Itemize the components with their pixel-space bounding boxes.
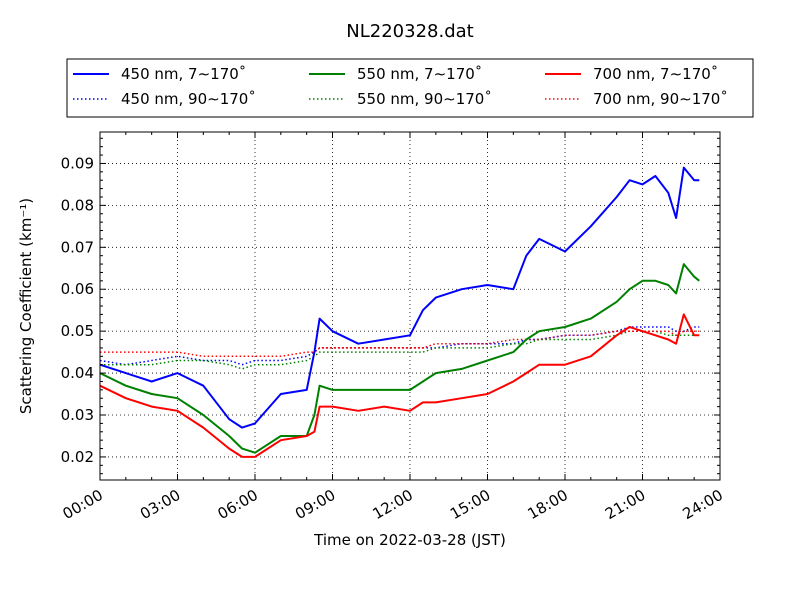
- series-lines: [99, 166, 700, 458]
- legend-label-6: 700 nm, 90∼170˚: [593, 90, 728, 108]
- series-line-2: [99, 326, 700, 366]
- series-line-6: [100, 330, 700, 358]
- x-tick-label: 03:00: [137, 486, 183, 523]
- x-tick-label: 06:00: [215, 486, 261, 523]
- y-axis-label: Scattering Coefficient (km⁻¹): [17, 198, 35, 414]
- series-line-3: [99, 263, 700, 454]
- x-tick-label: 12:00: [370, 486, 416, 523]
- axis-ticks: [99, 132, 721, 480]
- legend-label-4: 550 nm, 90∼170˚: [357, 90, 492, 108]
- x-tick-label: 18:00: [525, 486, 571, 523]
- y-tick-label: 0.05: [61, 322, 94, 340]
- y-tick-labels: 0.02 0.03 0.04 0.05 0.06 0.07 0.08 0.09: [61, 154, 94, 465]
- plot-area: [100, 132, 720, 480]
- y-tick-label: 0.04: [61, 364, 94, 382]
- x-tick-labels: 00:00 03:00 06:00 09:00 12:00 15:00 18:00 21:00…: [60, 486, 726, 523]
- legend-frame: [66, 58, 754, 118]
- legend-label-5: 700 nm, 7∼170˚: [593, 65, 718, 83]
- y-tick-label: 0.08: [61, 196, 94, 214]
- y-tick-label: 0.07: [61, 238, 94, 256]
- legend-label-3: 550 nm, 7∼170˚: [357, 65, 482, 83]
- y-tick-label: 0.09: [61, 154, 94, 172]
- legend-label-1: 450 nm, 7∼170˚: [121, 65, 246, 83]
- y-tick-label: 0.03: [61, 406, 94, 424]
- x-tick-label: 09:00: [292, 486, 338, 523]
- legend: 450 nm, 7∼170˚ 450 nm, 90∼170˚ 550 nm, 7∼1…: [66, 58, 754, 118]
- chart-title: NL220328.dat: [346, 21, 473, 42]
- x-axis-label: Time on 2022-03-28 (JST): [313, 531, 506, 549]
- x-tick-label: 00:00: [60, 486, 106, 523]
- y-tick-label: 0.02: [61, 448, 94, 466]
- series-line-5: [99, 313, 700, 458]
- x-tick-label: 21:00: [602, 486, 648, 523]
- series-line-1: [99, 166, 700, 429]
- x-tick-label: 15:00: [447, 486, 493, 523]
- y-tick-label: 0.06: [61, 280, 94, 298]
- x-tick-label: 24:00: [680, 486, 726, 523]
- legend-label-2: 450 nm, 90∼170˚: [121, 90, 256, 108]
